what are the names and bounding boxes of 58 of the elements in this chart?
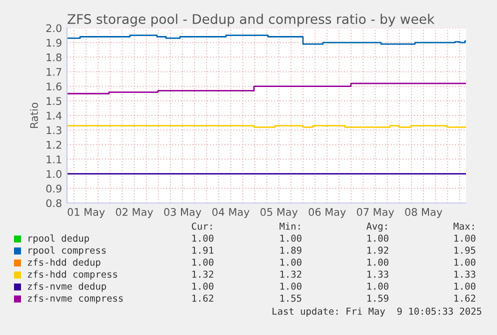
text: Avg: xyxy=(366,222,387,232)
legend-label: rpool compress xyxy=(28,246,106,256)
text: 1.95 xyxy=(454,246,476,254)
text: 1.62 xyxy=(192,294,214,302)
y-tick-label: 1.3 xyxy=(46,126,62,134)
text: 1.00 xyxy=(280,258,302,266)
text: 1.00 xyxy=(280,234,302,242)
text: 1.00 xyxy=(192,282,214,290)
text: 1.32 xyxy=(192,270,214,278)
legend-label: zfs-hdd dedup xyxy=(28,258,100,268)
y-tick-label: 1.9 xyxy=(46,38,62,47)
y-tick-label: 1.5 xyxy=(46,97,62,106)
text: Cur: xyxy=(192,222,212,230)
text: Max: xyxy=(454,222,474,230)
text: 1.00 xyxy=(192,234,214,242)
text: Min: xyxy=(280,222,300,230)
legend-label: zfs-nvme compress xyxy=(28,294,123,304)
y-tick-label: 1.7 xyxy=(46,68,62,76)
x-tick-label: 01 May xyxy=(68,208,105,218)
text: 1.33 xyxy=(454,270,476,278)
legend-label: rpool dedup xyxy=(28,234,89,244)
text: 1.91 xyxy=(192,246,214,254)
legend-label: zfs-hdd compress xyxy=(28,270,118,280)
x-tick-label: 05 May xyxy=(260,208,298,218)
y-tick-label: 0.9 xyxy=(46,184,62,193)
text: 1.32 xyxy=(280,270,302,278)
text: 1.00 xyxy=(367,258,388,266)
text: 1.00 xyxy=(454,234,476,242)
text: 1.59 xyxy=(367,294,388,302)
y-tick-label: 1.4 xyxy=(46,112,62,120)
y-tick-label: 1.0 xyxy=(46,170,62,178)
x-tick-label: 03 May xyxy=(164,208,202,218)
text: 1.00 xyxy=(280,282,302,290)
text: Last update: Fri May 9 10:05:33 2025 xyxy=(272,307,482,317)
x-tick-label: 08 May xyxy=(405,208,442,218)
legend-label: zfs-nvme dedup xyxy=(28,282,106,292)
x-tick-label: 02 May xyxy=(116,208,154,218)
x-tick-label: 04 May xyxy=(212,208,250,218)
chart-title: ZFS storage pool - Dedup and compress ratio - by week xyxy=(68,14,435,27)
y-tick-label: 1.6 xyxy=(46,82,62,90)
text: 1.92 xyxy=(367,246,388,254)
x-tick-label: 06 May xyxy=(308,208,346,218)
text: 1.00 xyxy=(454,282,476,290)
y-tick-label: 0.8 xyxy=(46,199,62,208)
text: 1.33 xyxy=(367,270,388,278)
text: 1.00 xyxy=(454,258,476,266)
y-axis-title: Ratio xyxy=(30,102,38,128)
y-tick-label: 1.2 xyxy=(46,140,62,149)
text: 1.55 xyxy=(280,294,302,302)
text: 1.89 xyxy=(280,246,302,254)
y-tick-label: 1.1 xyxy=(46,156,62,164)
y-tick-label: 2.0 xyxy=(46,24,62,32)
text: 1.00 xyxy=(192,258,214,266)
y-tick-label: 1.8 xyxy=(46,53,62,62)
x-tick-label: 07 May xyxy=(356,208,394,218)
text: 1.00 xyxy=(367,282,388,290)
text: 1.62 xyxy=(454,294,476,302)
text: 1.00 xyxy=(367,234,388,242)
